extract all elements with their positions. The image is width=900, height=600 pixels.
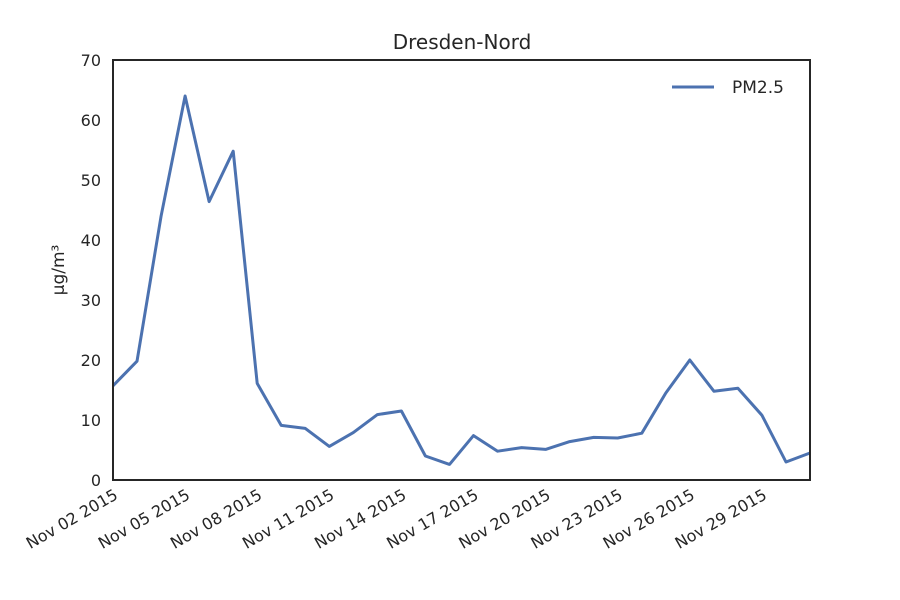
y-tick-label: 30 <box>81 291 101 310</box>
chart-title: Dresden-Nord <box>393 30 532 54</box>
y-tick-label: 10 <box>81 411 101 430</box>
y-tick-label: 70 <box>81 51 101 70</box>
y-tick-label: 60 <box>81 111 101 130</box>
legend-label: PM2.5 <box>732 78 784 98</box>
y-tick-labels: 0 10 20 30 40 50 60 70 <box>81 51 101 490</box>
y-tick-label: 0 <box>91 471 101 490</box>
y-axis-label: µg/m³ <box>49 245 69 296</box>
y-tick-label: 20 <box>81 351 101 370</box>
series-line-pm25 <box>111 94 811 466</box>
plot-area <box>111 94 811 466</box>
plot-frame <box>112 59 811 481</box>
legend: PM2.5 <box>672 78 784 98</box>
y-tick-label: 50 <box>81 171 101 190</box>
y-tick-label: 40 <box>81 231 101 250</box>
